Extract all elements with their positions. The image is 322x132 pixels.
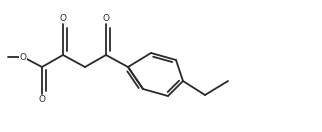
Text: O: O <box>39 95 45 104</box>
Text: O: O <box>20 53 26 62</box>
Text: O: O <box>102 14 109 23</box>
Text: O: O <box>60 14 67 23</box>
